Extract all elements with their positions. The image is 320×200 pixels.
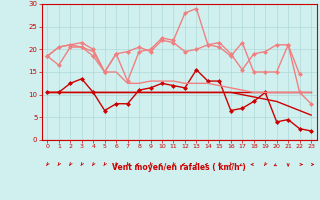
X-axis label: Vent moyen/en rafales ( km/h ): Vent moyen/en rafales ( km/h ) [112,163,246,172]
